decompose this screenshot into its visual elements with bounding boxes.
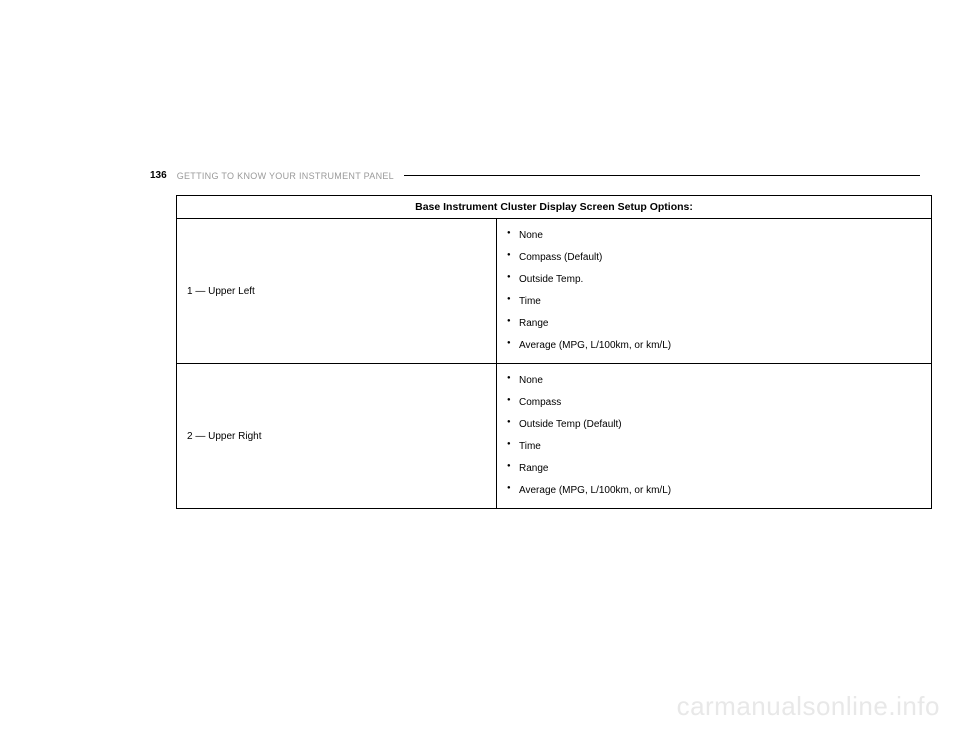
table-row: 2 — Upper Right None Compass Outside Tem… [177,364,932,509]
option-item: Range [507,313,921,335]
watermark: carmanualsonline.info [677,691,940,722]
header-rule [404,175,920,177]
page-content: 136 GETTING TO KNOW YOUR INSTRUMENT PANE… [0,0,960,509]
option-item: Outside Temp (Default) [507,414,921,436]
option-item: Average (MPG, L/100km, or km/L) [507,335,921,357]
option-item: Time [507,291,921,313]
setup-options-table: Base Instrument Cluster Display Screen S… [176,195,932,509]
option-item: Compass [507,392,921,414]
option-item: Compass (Default) [507,247,921,269]
row-label: 2 — Upper Right [177,364,497,509]
row-options: None Compass Outside Temp (Default) Time… [497,364,932,509]
option-item: Range [507,458,921,480]
option-item: None [507,370,921,392]
option-item: Outside Temp. [507,269,921,291]
row-options: None Compass (Default) Outside Temp. Tim… [497,219,932,364]
table-row: 1 — Upper Left None Compass (Default) Ou… [177,219,932,364]
row-label: 1 — Upper Left [177,219,497,364]
page-header: 136 GETTING TO KNOW YOUR INSTRUMENT PANE… [150,170,920,181]
table-title: Base Instrument Cluster Display Screen S… [177,196,932,219]
option-item: None [507,225,921,247]
option-item: Average (MPG, L/100km, or km/L) [507,480,921,502]
options-list: None Compass Outside Temp (Default) Time… [507,370,921,502]
options-list: None Compass (Default) Outside Temp. Tim… [507,225,921,357]
page-number: 136 [150,170,167,181]
section-title: GETTING TO KNOW YOUR INSTRUMENT PANEL [177,171,394,181]
option-item: Time [507,436,921,458]
